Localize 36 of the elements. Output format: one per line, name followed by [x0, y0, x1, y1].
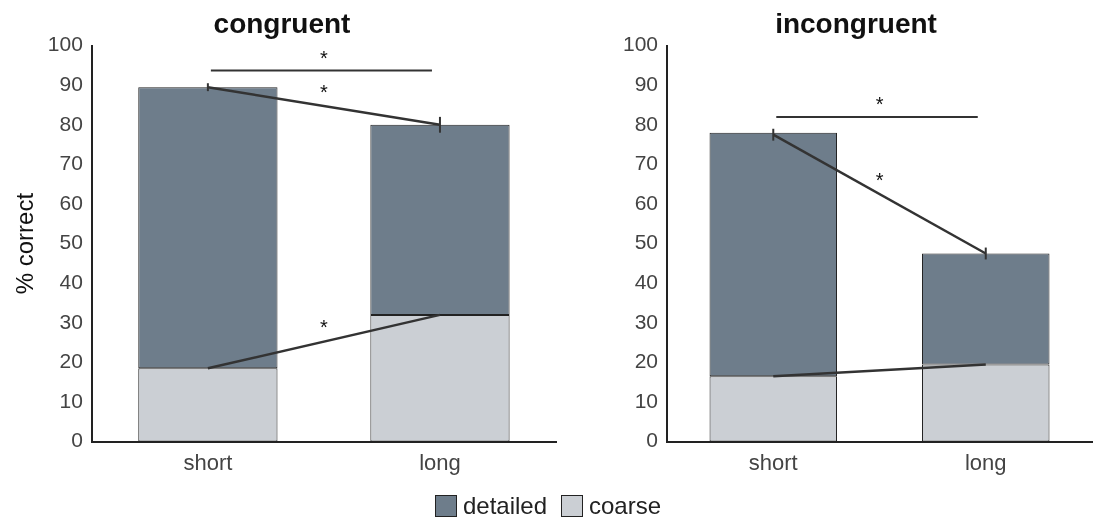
y-tick-label: 100 — [47, 32, 83, 56]
y-tick-label: 80 — [59, 111, 83, 135]
y-tick-label: 30 — [59, 309, 83, 333]
annotation: * — [320, 316, 329, 339]
y-tick-label: 20 — [59, 349, 83, 373]
y-tick-label: 60 — [59, 190, 83, 214]
y-tick-label: 10 — [634, 388, 659, 412]
legend-label: coarse — [589, 492, 662, 520]
annotation: * — [875, 93, 884, 116]
y-tick-label: 30 — [634, 309, 659, 333]
chart-title: incongruent — [775, 7, 937, 39]
y-tick-label: 50 — [59, 230, 83, 254]
y-tick-label: 0 — [71, 428, 83, 452]
annotation: * — [320, 47, 329, 70]
x-tick-label: long — [964, 449, 1007, 475]
y-tick-label: 70 — [59, 151, 83, 175]
y-tick-label: 60 — [634, 190, 659, 214]
annotation: * — [320, 80, 329, 103]
annotation: * — [875, 168, 884, 191]
chart-title: congruent — [213, 7, 351, 39]
y-tick-label: 80 — [634, 111, 659, 135]
y-axis-title: % correct — [11, 192, 39, 295]
y-tick-label: 90 — [634, 72, 659, 95]
y-tick-label: 70 — [634, 151, 659, 175]
legend-label: detailed — [462, 492, 548, 520]
y-tick-label: 40 — [634, 270, 659, 293]
x-tick-label: short — [183, 449, 233, 475]
y-tick-label: 40 — [59, 270, 83, 293]
y-tick-label: 100 — [622, 32, 659, 56]
x-tick-label: short — [748, 449, 798, 475]
y-tick-label: 20 — [634, 349, 659, 373]
y-tick-label: 90 — [59, 72, 83, 95]
y-tick-label: 50 — [634, 230, 659, 254]
x-tick-label: long — [419, 449, 461, 475]
y-tick-label: 10 — [59, 388, 83, 412]
y-tick-label: 0 — [646, 428, 659, 452]
